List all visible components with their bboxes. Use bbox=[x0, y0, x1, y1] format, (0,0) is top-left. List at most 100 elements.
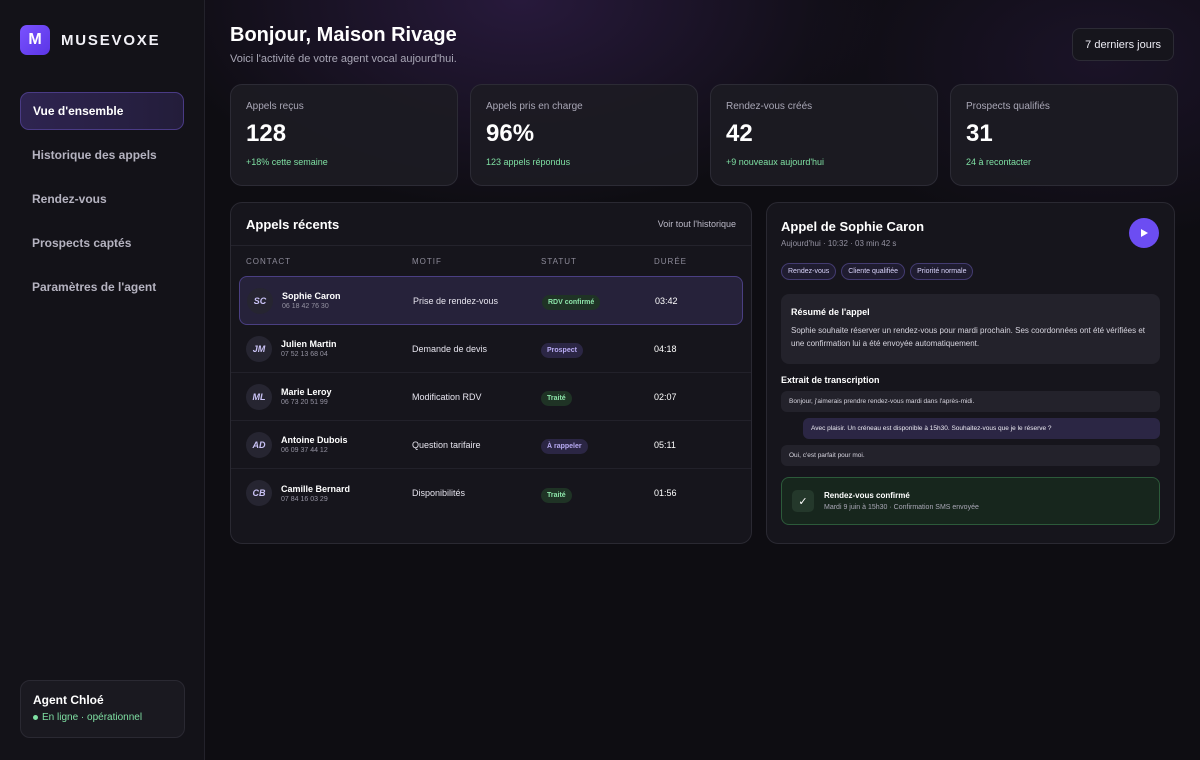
recent-calls-header: Appels récents Voir tout l'historique bbox=[231, 203, 751, 246]
call-summary: Résumé de l'appel Sophie souhaite réserv… bbox=[781, 294, 1160, 364]
status-cell: RDV confirmé bbox=[542, 291, 655, 310]
sidebar-item-prospects[interactable]: Prospects captés bbox=[32, 236, 132, 250]
status-cell: À rappeler bbox=[541, 435, 654, 454]
brand-logo: M bbox=[20, 25, 50, 55]
call-detail-title: Appel de Sophie Caron bbox=[781, 219, 925, 234]
contact-name: Julien Martin bbox=[281, 339, 337, 349]
agent-status-card: Agent Chloé En ligne · opérationnel bbox=[20, 680, 185, 738]
tag-priority: Priorité normale bbox=[910, 263, 974, 280]
stat-label: Appels pris en charge bbox=[486, 101, 583, 112]
contact-info: Sophie Caron 06 18 42 76 30 bbox=[282, 291, 341, 310]
play-icon bbox=[1141, 229, 1148, 237]
sidebar-item-call-history[interactable]: Historique des appels bbox=[32, 148, 157, 162]
period-select-button[interactable]: 7 derniers jours bbox=[1072, 28, 1174, 61]
contact-phone: 07 84 16 03 29 bbox=[281, 495, 328, 503]
status-cell: Traité bbox=[541, 484, 654, 503]
call-duration: 01:56 bbox=[654, 488, 677, 498]
table-row[interactable]: AD Antoine Dubois 06 09 37 44 12 Questio… bbox=[231, 421, 751, 469]
summary-title: Résumé de l'appel bbox=[791, 307, 870, 317]
status-badge: À rappeler bbox=[541, 439, 588, 454]
page-header: Bonjour, Maison Rivage Voici l'activité … bbox=[230, 24, 457, 65]
sidebar: M MUSEVOXE Vue d'ensemble Historique des… bbox=[0, 0, 205, 760]
contact-name: Marie Leroy bbox=[281, 387, 332, 397]
column-header-status: STATUT bbox=[541, 256, 577, 266]
recent-calls-title: Appels récents bbox=[246, 216, 340, 232]
contact-cell: AD Antoine Dubois 06 09 37 44 12 bbox=[246, 431, 412, 458]
confirmation-text: Rendez-vous confirmé Mardi 9 juin à 15h3… bbox=[824, 491, 979, 511]
contact-info: Camille Bernard 07 84 16 03 29 bbox=[281, 484, 350, 503]
page-subtitle: Voici l'activité de votre agent vocal au… bbox=[230, 53, 457, 65]
recent-calls-panel: Appels récents Voir tout l'historique CO… bbox=[230, 202, 752, 544]
call-tags: Rendez-vous Cliente qualifiée Priorité n… bbox=[781, 263, 1160, 280]
call-duration: 02:07 bbox=[654, 391, 677, 402]
column-header-contact: CONTACT bbox=[246, 256, 292, 266]
sidebar-item-overview[interactable]: Vue d'ensemble bbox=[20, 92, 184, 130]
stat-label: Rendez-vous créés bbox=[726, 101, 813, 112]
table-header: CONTACT MOTIF STATUT DURÉE bbox=[231, 246, 751, 276]
status-badge: Prospect bbox=[541, 343, 583, 358]
tag-qualified: Cliente qualifiée bbox=[841, 263, 906, 280]
avatar: SC bbox=[247, 287, 273, 314]
sidebar-item-agent-settings[interactable]: Paramètres de l'agent bbox=[32, 280, 157, 294]
contact-phone: 07 52 13 68 04 bbox=[281, 351, 328, 358]
table-row[interactable]: SC Sophie Caron 06 18 42 76 30 Prise de … bbox=[239, 276, 743, 325]
call-motif: Disponibilités bbox=[412, 488, 466, 498]
call-detail-meta: Aujourd'hui · 10:32 · 03 min 42 s bbox=[781, 239, 897, 248]
stat-card-calls-handled: Appels pris en charge 96% 123 appels rép… bbox=[470, 84, 698, 186]
contact-cell: CB Camille Bernard 07 84 16 03 29 bbox=[246, 480, 412, 506]
page-title: Bonjour, Maison Rivage bbox=[230, 24, 457, 46]
avatar: ML bbox=[246, 383, 272, 410]
table-row[interactable]: JM Julien Martin 07 52 13 68 04 Demande … bbox=[231, 325, 751, 373]
agent-name: Agent Chloé bbox=[33, 693, 104, 707]
status-badge: Traité bbox=[541, 391, 572, 406]
call-duration: 03:42 bbox=[655, 295, 678, 306]
status-badge: RDV confirmé bbox=[542, 295, 601, 310]
call-motif: Question tarifaire bbox=[412, 439, 481, 450]
summary-text: Sophie souhaite réserver un rendez-vous … bbox=[791, 326, 1145, 348]
sidebar-nav: Vue d'ensemble Historique des appels Ren… bbox=[20, 92, 184, 312]
contact-phone: 06 09 37 44 12 bbox=[281, 447, 328, 454]
confirmation-title: Rendez-vous confirmé bbox=[824, 491, 910, 500]
brand[interactable]: M MUSEVOXE bbox=[20, 25, 160, 55]
avatar: AD bbox=[246, 431, 272, 458]
contact-name: Antoine Dubois bbox=[281, 435, 348, 445]
table-row[interactable]: CB Camille Bernard 07 84 16 03 29 Dispon… bbox=[231, 469, 751, 517]
stat-sub: +18% cette semaine bbox=[246, 157, 328, 167]
stat-value: 96% bbox=[486, 120, 535, 147]
stat-sub: 24 à recontacter bbox=[966, 157, 1032, 167]
contact-cell: JM Julien Martin 07 52 13 68 04 bbox=[246, 335, 412, 362]
stats-row: Appels reçus 128 +18% cette semaine Appe… bbox=[230, 84, 1178, 186]
call-motif: Modification RDV bbox=[412, 391, 482, 402]
stat-sub: +9 nouveaux aujourd'hui bbox=[726, 157, 825, 167]
stat-card-qualified-prospects: Prospects qualifiés 31 24 à recontacter bbox=[950, 84, 1178, 186]
transcript-message-caller: Bonjour, j'aimerais prendre rendez-vous … bbox=[781, 391, 1160, 412]
avatar: CB bbox=[246, 480, 272, 506]
stat-card-calls-received: Appels reçus 128 +18% cette semaine bbox=[230, 84, 458, 186]
appointment-confirmation: ✓ Rendez-vous confirmé Mardi 9 juin à 15… bbox=[781, 477, 1160, 525]
contact-cell: ML Marie Leroy 06 73 20 51 99 bbox=[246, 383, 412, 410]
contact-phone: 06 18 42 76 30 bbox=[282, 303, 329, 310]
transcript-title: Extrait de transcription bbox=[781, 375, 880, 385]
status-cell: Traité bbox=[541, 387, 654, 406]
transcript-message-caller: Oui, c'est parfait pour moi. bbox=[781, 445, 1160, 466]
column-header-duration: DURÉE bbox=[654, 256, 688, 266]
call-duration: 05:11 bbox=[654, 439, 676, 450]
confirmation-subtitle: Mardi 9 juin à 15h30 · Confirmation SMS … bbox=[824, 504, 979, 511]
play-recording-button[interactable] bbox=[1129, 218, 1159, 248]
contact-info: Julien Martin 07 52 13 68 04 bbox=[281, 339, 337, 358]
stat-card-appointments-created: Rendez-vous créés 42 +9 nouveaux aujourd… bbox=[710, 84, 938, 186]
avatar: JM bbox=[246, 335, 272, 362]
stat-value: 42 bbox=[726, 120, 753, 147]
call-duration: 04:18 bbox=[654, 343, 677, 354]
sidebar-item-appointments[interactable]: Rendez-vous bbox=[32, 192, 107, 206]
status-cell: Prospect bbox=[541, 339, 654, 358]
table-row[interactable]: ML Marie Leroy 06 73 20 51 99 Modificati… bbox=[231, 373, 751, 421]
contact-cell: SC Sophie Caron 06 18 42 76 30 bbox=[247, 287, 413, 314]
call-detail-panel: Appel de Sophie Caron Aujourd'hui · 10:3… bbox=[766, 202, 1175, 544]
contact-info: Marie Leroy 06 73 20 51 99 bbox=[281, 387, 332, 406]
view-history-link[interactable]: Voir tout l'historique bbox=[657, 219, 736, 229]
transcript-message-agent: Avec plaisir. Un créneau est disponible … bbox=[803, 418, 1160, 439]
tag-appointment: Rendez-vous bbox=[781, 263, 837, 280]
stat-sub: 123 appels répondus bbox=[486, 157, 571, 167]
